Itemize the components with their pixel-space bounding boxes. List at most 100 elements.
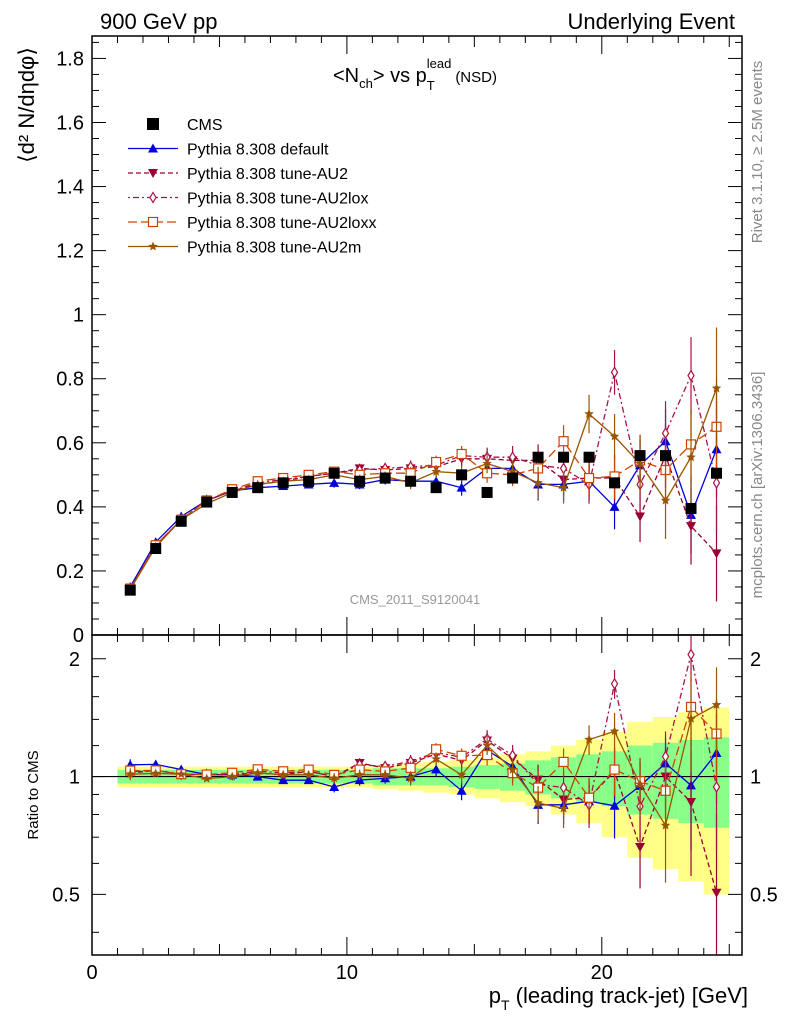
ratio-y-axis-label: Ratio to CMS bbox=[25, 750, 42, 839]
marker-square bbox=[201, 496, 213, 508]
marker-star bbox=[329, 773, 339, 783]
marker-star bbox=[660, 495, 671, 505]
y-tick-label: 1.6 bbox=[56, 112, 84, 134]
legend: CMS Pythia 8.308 default Pythia 8.308 tune… bbox=[128, 117, 376, 257]
title-main: <N bbox=[333, 65, 359, 87]
ratio-tick-label: 1 bbox=[69, 767, 80, 789]
y-tick-label: 0.8 bbox=[56, 369, 84, 391]
marker-square bbox=[609, 477, 621, 489]
legend-entry-default: Pythia 8.308 default bbox=[128, 142, 329, 159]
marker-square bbox=[150, 543, 162, 555]
chart-title: <Nch> vs pTlead(NSD) bbox=[333, 56, 497, 93]
y-tick-label: 1.8 bbox=[56, 48, 84, 70]
marker-star bbox=[609, 726, 620, 736]
marker-square bbox=[252, 482, 264, 494]
marker-star bbox=[176, 769, 186, 779]
ratio-tick-label-right: 1 bbox=[750, 767, 761, 789]
ratio-frame bbox=[91, 634, 743, 956]
marker-diamond bbox=[687, 369, 695, 382]
marker-square bbox=[532, 451, 544, 463]
marker-square bbox=[303, 475, 315, 487]
legend-entry-cms: CMS bbox=[147, 117, 223, 134]
y-tick-label: 1.2 bbox=[56, 241, 84, 263]
marker-triangle-down bbox=[148, 169, 158, 178]
marker-square bbox=[147, 118, 159, 130]
marker-square bbox=[507, 472, 519, 484]
marker-square bbox=[277, 477, 289, 489]
marker-star bbox=[354, 769, 365, 779]
marker-triangle-up bbox=[456, 482, 467, 492]
marker-diamond bbox=[687, 648, 695, 661]
marker-star bbox=[380, 769, 390, 779]
legend-label-cms: CMS bbox=[187, 117, 223, 134]
ratio-tick-label: 2 bbox=[69, 649, 80, 671]
marker-triangle-up bbox=[609, 800, 620, 810]
ratio-tick-label-right: 0.5 bbox=[750, 884, 778, 906]
marker-triangle-up bbox=[456, 785, 467, 795]
header-right: Underlying Event bbox=[567, 9, 735, 34]
marker-square-open bbox=[583, 472, 595, 484]
series-default bbox=[125, 401, 722, 591]
marker-triangle-up bbox=[329, 477, 340, 487]
title-sup: lead bbox=[427, 56, 452, 71]
legend-entry-au2: Pythia 8.308 tune-AU2 bbox=[128, 166, 348, 183]
marker-star bbox=[558, 482, 569, 492]
series-au2m bbox=[125, 327, 722, 594]
marker-square bbox=[430, 482, 442, 494]
marker-diamond bbox=[712, 780, 721, 794]
marker-square bbox=[685, 502, 697, 514]
marker-star bbox=[711, 699, 722, 709]
marker-triangle-up bbox=[303, 775, 314, 785]
marker-star bbox=[482, 740, 492, 750]
y-tick-label: 0.6 bbox=[56, 433, 84, 455]
legend-entry-au2loxx: Pythia 8.308 tune-AU2loxx bbox=[128, 215, 376, 232]
marker-triangle-down bbox=[635, 512, 646, 522]
x-tick-label: 20 bbox=[591, 962, 613, 984]
marker-star bbox=[303, 769, 314, 779]
title-mid: > vs p bbox=[373, 65, 427, 87]
x-tick-label: 10 bbox=[336, 962, 358, 984]
marker-square-open bbox=[147, 216, 159, 228]
marker-star bbox=[431, 754, 441, 764]
marker-square-open bbox=[609, 764, 620, 775]
marker-square bbox=[226, 486, 238, 498]
marker-diamond bbox=[610, 677, 619, 690]
marker-star bbox=[482, 458, 492, 468]
marker-star bbox=[584, 409, 594, 418]
title-sub: ch bbox=[359, 76, 373, 91]
mcplots-label: mcplots.cern.ch [arXiv:1306.3436] bbox=[749, 372, 766, 599]
marker-star bbox=[686, 452, 696, 462]
marker-star bbox=[660, 820, 671, 830]
y-tick-label: 0 bbox=[73, 625, 84, 647]
legend-entry-au2lox: Pythia 8.308 tune-AU2lox bbox=[128, 191, 368, 208]
xlabel-sub: T bbox=[501, 997, 510, 1013]
marker-star bbox=[151, 768, 161, 778]
series-line-default bbox=[129, 440, 718, 588]
marker-star bbox=[125, 769, 135, 779]
marker-square-open bbox=[583, 792, 595, 803]
xlabel-tail: (leading track-jet) [GeV] bbox=[510, 983, 748, 1008]
marker-square bbox=[558, 451, 570, 463]
marker-star bbox=[558, 803, 569, 813]
marker-square bbox=[124, 584, 136, 596]
marker-star bbox=[252, 767, 263, 777]
y-axis-label: ⟨d² N/dηdφ⟩ bbox=[14, 47, 39, 163]
marker-square bbox=[456, 469, 468, 481]
rivet-label: Rivet 3.1.10, ≥ 2.5M events bbox=[749, 61, 766, 244]
marker-square-open bbox=[405, 762, 416, 774]
marker-square bbox=[328, 467, 340, 479]
y-tick-label: 0.4 bbox=[56, 497, 84, 519]
marker-square bbox=[583, 451, 595, 463]
marker-star bbox=[507, 764, 518, 774]
marker-square bbox=[711, 467, 723, 479]
marker-square bbox=[175, 515, 187, 527]
series-line-au2m bbox=[129, 388, 718, 590]
marker-diamond bbox=[149, 191, 157, 204]
header-left: 900 GeV pp bbox=[100, 9, 217, 34]
marker-star bbox=[533, 477, 543, 487]
marker-square bbox=[634, 450, 646, 462]
marker-triangle-up bbox=[329, 781, 340, 791]
marker-square-open bbox=[456, 448, 467, 460]
analysis-watermark: CMS_2011_S9120041 bbox=[350, 592, 481, 607]
